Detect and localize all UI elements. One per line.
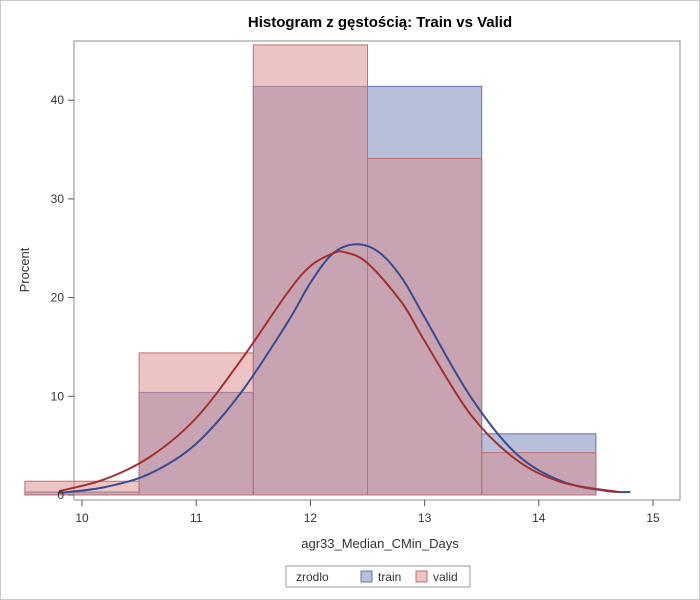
- y-tick-label-40: 40: [51, 93, 65, 107]
- plot-area-border: [73, 40, 681, 501]
- x-tick-label-10: 10: [75, 511, 89, 525]
- y-tick-label-30: 30: [51, 192, 65, 206]
- x-axis-label: agr33_Median_CMin_Days: [301, 536, 459, 551]
- y-axis-label: Procent: [17, 247, 32, 292]
- bar-valid-11: [138, 352, 254, 496]
- x-tick-label-14: 14: [532, 511, 546, 525]
- legend-title: zrodlo: [296, 570, 329, 584]
- bar-valid-13: [367, 157, 483, 496]
- y-axis: 0 10 20 30 40: [51, 93, 74, 502]
- y-tick-label-10: 10: [51, 389, 65, 403]
- bars-layer: [24, 44, 597, 496]
- legend: zrodlo train valid: [285, 565, 471, 588]
- legend-label-train: train: [378, 570, 401, 584]
- x-tick-label-13: 13: [418, 511, 432, 525]
- x-tick-label-11: 11: [190, 511, 203, 525]
- legend-swatch-valid: [415, 570, 428, 583]
- density-curves-layer: [58, 243, 631, 494]
- x-tick-label-15: 15: [646, 511, 660, 525]
- y-tick-label-20: 20: [51, 291, 65, 305]
- legend-swatch-train: [360, 570, 373, 583]
- y-tick-label-0: 0: [57, 488, 64, 502]
- density-curve-valid: [58, 250, 619, 493]
- x-tick-label-12: 12: [304, 511, 318, 525]
- x-axis: 10 11 12 13 14 15: [75, 500, 660, 525]
- density-curve-train: [59, 243, 631, 494]
- bar-valid-12: [252, 44, 368, 496]
- chart-title: Histogram z gęstością: Train vs Valid: [248, 14, 512, 31]
- legend-label-valid: valid: [433, 570, 458, 584]
